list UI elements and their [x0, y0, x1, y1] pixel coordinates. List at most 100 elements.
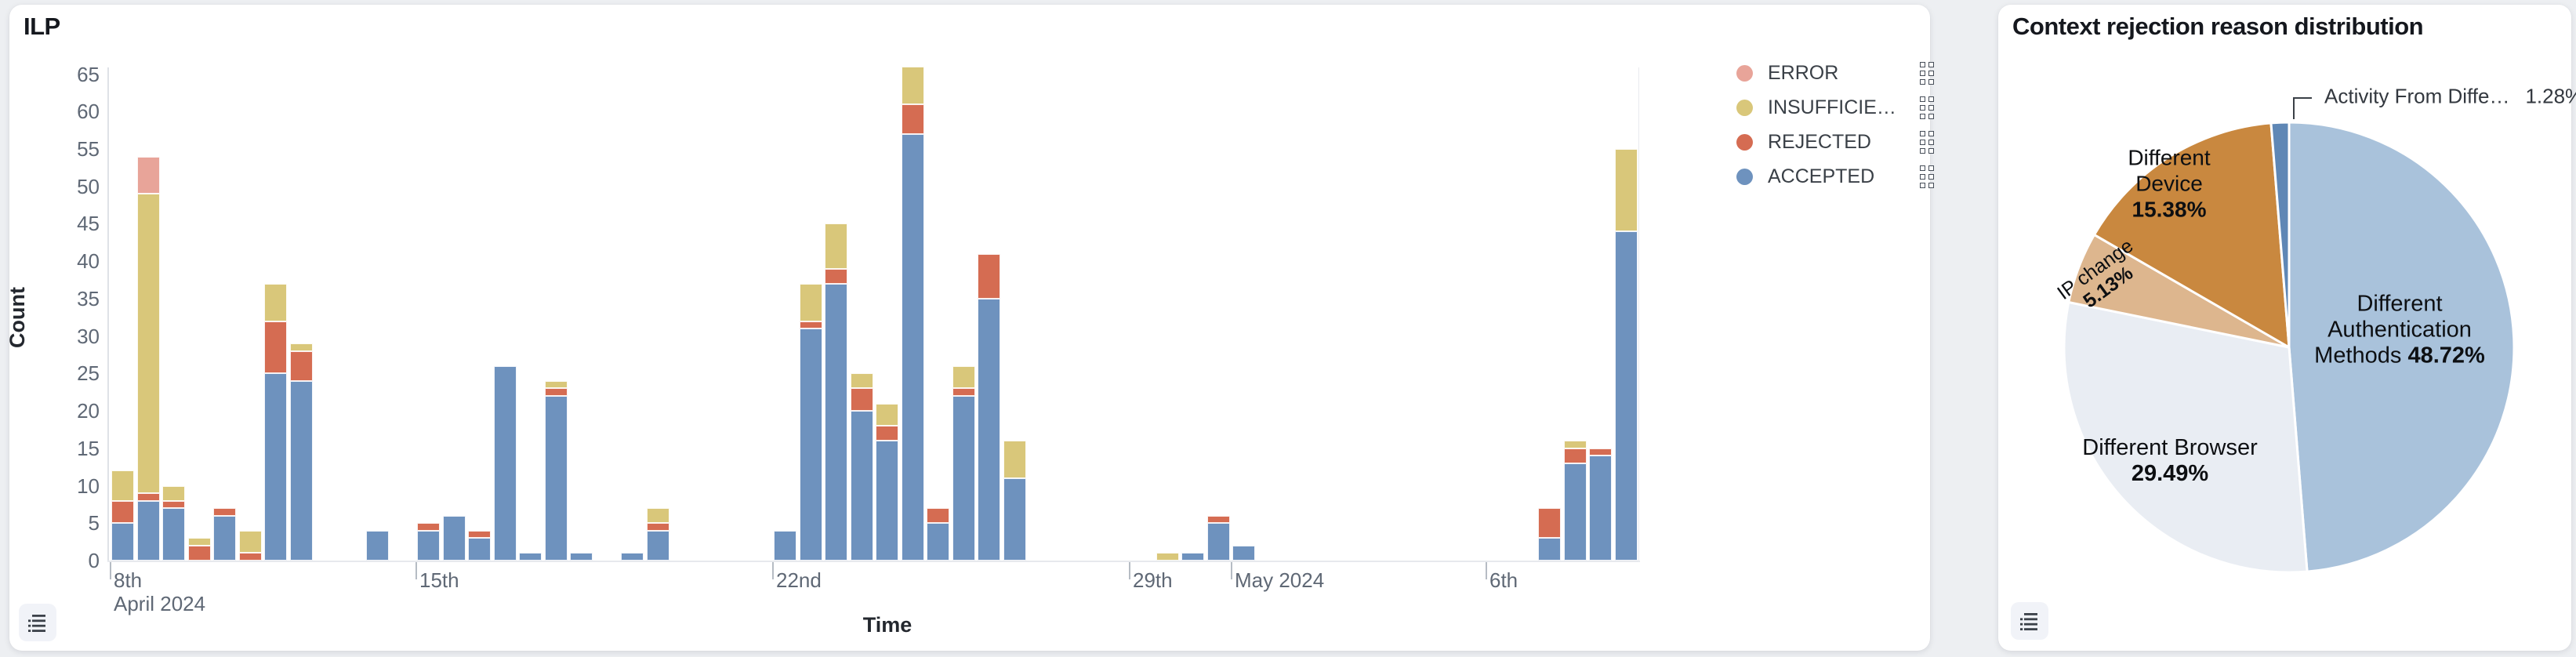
bar-apr-22-pm[interactable] [799, 283, 822, 561]
bar-may-7-am[interactable] [1538, 508, 1561, 561]
legend-item-rejected[interactable]: REJECTED [1736, 130, 1934, 154]
bar-apr-26-am[interactable] [978, 253, 1000, 561]
list-icon [2020, 613, 2037, 630]
bar-apr-16-pm[interactable] [493, 365, 517, 561]
bar-apr-16-am[interactable] [468, 530, 491, 561]
bar-apr-12-am[interactable] [264, 283, 287, 561]
pie-slice-activity-from-diffe-[interactable] [2269, 121, 2291, 349]
pie-label-different-device: Different Device 15.38% [2128, 145, 2211, 222]
bar-apr-23-pm[interactable] [850, 373, 873, 561]
bar-segment-insufficient [289, 343, 313, 351]
bar-apr-9-am[interactable] [111, 470, 134, 561]
bar-apr-12-pm[interactable] [289, 343, 313, 561]
bar-apr-30-pm[interactable] [1206, 515, 1230, 561]
y-axis-line [107, 67, 109, 562]
bar-apr-19-pm[interactable] [646, 508, 669, 561]
bar-apr-25-pm[interactable] [952, 365, 975, 561]
bar-segment-accepted [1003, 478, 1026, 561]
pie-slice-different-authentication-methods[interactable] [2288, 121, 2516, 573]
bar-apr-10-am[interactable] [162, 485, 185, 561]
bar-segment-accepted [850, 411, 873, 561]
bar-segment-accepted [366, 530, 389, 561]
pie-slice-different-browser[interactable] [2063, 301, 2309, 574]
bar-apr-17-am[interactable] [519, 553, 542, 561]
bar-apr-17-pm[interactable] [544, 380, 568, 561]
bar-segment-rejected [850, 388, 873, 412]
x-axis-title: Time [862, 613, 912, 637]
bar-apr-24-pm[interactable] [901, 67, 924, 561]
bar-segment-rejected [162, 500, 185, 509]
y-tick-40: 40 [77, 249, 100, 274]
bar-may-1-am[interactable] [1232, 545, 1255, 561]
bar-apr-24-am[interactable] [876, 403, 898, 561]
bar-segment-rejected [136, 493, 160, 501]
bar-segment-accepted [519, 553, 542, 561]
bar-segment-rejected [1563, 448, 1587, 463]
bar-segment-accepted [136, 500, 160, 561]
bar-segment-rejected [952, 388, 975, 396]
bar-segment-rejected [264, 321, 287, 374]
pie-svg [2063, 121, 2516, 574]
drag-handle-icon[interactable] [1920, 61, 1934, 85]
bar-segment-insufficient [799, 283, 822, 321]
plot-right-border [1638, 67, 1639, 562]
x-tick-label-6th: 6th [1489, 568, 1518, 592]
bar-segment-accepted [1538, 538, 1561, 561]
bar-may-8-am[interactable] [1589, 448, 1612, 561]
bar-segment-rejected [825, 268, 847, 284]
bar-apr-15-pm[interactable] [442, 515, 466, 561]
bar-segment-accepted [544, 396, 568, 561]
legend-item-accepted[interactable]: ACCEPTED [1736, 165, 1934, 188]
bar-segment-rejected [646, 523, 669, 531]
x-tick-mark-22nd [772, 562, 774, 579]
legend-item-insufficie[interactable]: INSUFFICIE… [1736, 96, 1934, 119]
bar-apr-22-am[interactable] [774, 530, 796, 561]
bar-segment-rejected [417, 523, 440, 531]
drag-handle-icon[interactable] [1920, 96, 1934, 119]
chart-legend: ERROR INSUFFICIE… REJECTED ACCEPTED [1736, 61, 1934, 188]
bar-apr-10-pm[interactable] [187, 538, 211, 561]
bar-apr-11-pm[interactable] [238, 530, 262, 561]
bar-segment-accepted [621, 553, 644, 561]
pie-label-activity-from-different: Activity From Diffe… 1.28% [2324, 84, 2576, 108]
legend-item-error[interactable]: ERROR [1736, 61, 1934, 85]
bar-apr-19-am[interactable] [621, 553, 644, 561]
bar-apr-11-am[interactable] [213, 508, 236, 561]
bar-segment-rejected [544, 388, 568, 396]
x-tick-label-22nd: 22nd [776, 568, 822, 592]
bar-apr-18-am[interactable] [570, 553, 593, 561]
bar-segment-rejected [901, 103, 924, 134]
bar-segment-accepted [111, 523, 134, 561]
pie-chart-title: Context rejection reason distribution [2012, 13, 2424, 40]
bar-segment-insufficient [264, 283, 287, 321]
view-as-table-button[interactable] [2011, 602, 2048, 640]
bar-segment-accepted [1181, 553, 1204, 561]
bar-may-7-pm[interactable] [1563, 441, 1587, 561]
bar-apr-23-am[interactable] [825, 223, 847, 561]
bar-apr-15-am[interactable] [417, 523, 440, 561]
bar-segment-insufficient [825, 223, 847, 269]
view-as-table-button[interactable] [19, 604, 56, 641]
legend-color-dot [1736, 133, 1753, 151]
bar-segment-rejected [187, 545, 211, 561]
drag-handle-icon[interactable] [1920, 165, 1934, 188]
x-tick-mark-6th [1486, 562, 1487, 579]
bar-segment-rejected [468, 530, 491, 539]
bar-segment-accepted [264, 373, 287, 561]
bar-may-8-pm[interactable] [1614, 148, 1638, 561]
pie-label-different-browser: Different Browser 29.49% [2082, 435, 2258, 486]
bar-apr-25-am[interactable] [927, 508, 949, 561]
bar-apr-29-pm[interactable] [1156, 553, 1179, 561]
y-tick-55: 55 [77, 136, 100, 161]
bar-apr-9-pm[interactable] [136, 156, 160, 561]
bar-segment-insufficient [1614, 148, 1638, 231]
bar-apr-30-am[interactable] [1181, 553, 1204, 561]
pie-label-different-authentication-methods: Different Authentication Methods 48.72% [2314, 291, 2485, 368]
bar-apr-14-am[interactable] [366, 530, 389, 561]
bar-segment-insufficient [1563, 441, 1587, 448]
y-tick-5: 5 [88, 511, 100, 535]
drag-handle-icon[interactable] [1920, 130, 1934, 154]
bar-apr-26-pm[interactable] [1003, 441, 1026, 561]
pie-slice-different-device[interactable] [2093, 122, 2291, 349]
x-tick-label-8th: 8th April 2024 [114, 568, 206, 615]
